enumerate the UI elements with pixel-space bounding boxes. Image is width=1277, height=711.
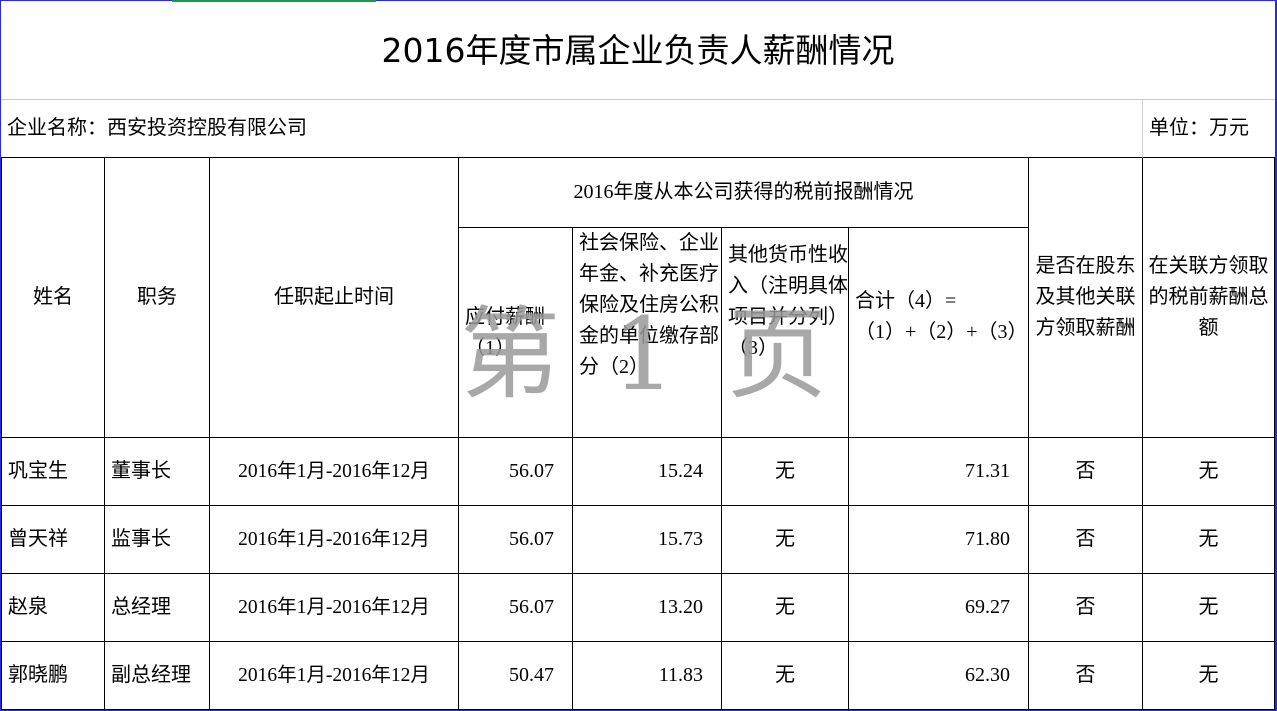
cell-name[interactable]: 巩宝生 [1, 438, 105, 506]
header-total[interactable]: 合计（4）=（1）+（2）+（3） [849, 228, 1029, 438]
cell-insurance[interactable]: 11.83 [573, 642, 722, 710]
cell-other[interactable]: 无 [722, 642, 849, 710]
cell-related-total[interactable]: 无 [1143, 642, 1275, 710]
cell-insurance[interactable]: 15.73 [573, 506, 722, 574]
header-salary[interactable]: 应付薪酬（1） [459, 228, 573, 438]
header-related-total[interactable]: 在关联方领取的税前薪酬总额 [1143, 158, 1275, 438]
cell-position[interactable]: 副总经理 [105, 642, 210, 710]
cell-name[interactable]: 赵泉 [1, 574, 105, 642]
header-name[interactable]: 姓名 [1, 158, 105, 438]
cell-shareholder[interactable]: 否 [1029, 642, 1143, 710]
cell-term[interactable]: 2016年1月-2016年12月 [210, 506, 459, 574]
header-shareholder[interactable]: 是否在股东及其他关联方领取薪酬 [1029, 158, 1143, 438]
header-insurance[interactable]: 社会保险、企业年金、补充医疗保险及住房公积金的单位缴存部分（2） [573, 228, 722, 438]
header-term[interactable]: 任职起止时间 [210, 158, 459, 438]
cell-insurance[interactable]: 15.24 [573, 438, 722, 506]
cell-shareholder[interactable]: 否 [1029, 506, 1143, 574]
cell-shareholder[interactable]: 否 [1029, 574, 1143, 642]
cell-insurance[interactable]: 13.20 [573, 574, 722, 642]
cell-other[interactable]: 无 [722, 506, 849, 574]
cell-related-total[interactable]: 无 [1143, 574, 1275, 642]
header-position[interactable]: 职务 [105, 158, 210, 438]
cell-name[interactable]: 曾天祥 [1, 506, 105, 574]
active-cell-indicator [172, 0, 376, 2]
unit-cell[interactable]: 单位：万元 [1143, 100, 1275, 158]
cell-related-total[interactable]: 无 [1143, 438, 1275, 506]
cell-related-total[interactable]: 无 [1143, 506, 1275, 574]
cell-total[interactable]: 62.30 [849, 642, 1029, 710]
cell-salary[interactable]: 56.07 [459, 574, 573, 642]
cell-term[interactable]: 2016年1月-2016年12月 [210, 642, 459, 710]
cell-position[interactable]: 总经理 [105, 574, 210, 642]
cell-shareholder[interactable]: 否 [1029, 438, 1143, 506]
page-title: 2016年度市属企业负责人薪酬情况 [1, 1, 1275, 100]
cell-name[interactable]: 郭晓鹏 [1, 642, 105, 710]
cell-salary[interactable]: 50.47 [459, 642, 573, 710]
cell-position[interactable]: 监事长 [105, 506, 210, 574]
cell-other[interactable]: 无 [722, 438, 849, 506]
cell-term[interactable]: 2016年1月-2016年12月 [210, 438, 459, 506]
cell-total[interactable]: 71.80 [849, 506, 1029, 574]
company-name-cell[interactable]: 企业名称：西安投资控股有限公司 [1, 100, 1143, 158]
cell-term[interactable]: 2016年1月-2016年12月 [210, 574, 459, 642]
cell-other[interactable]: 无 [722, 574, 849, 642]
header-pretax-group[interactable]: 2016年度从本公司获得的税前报酬情况 [459, 158, 1029, 228]
cell-salary[interactable]: 56.07 [459, 506, 573, 574]
cell-position[interactable]: 董事长 [105, 438, 210, 506]
header-other-income[interactable]: 其他货币性收入（注明具体项目并分列）（3） [722, 228, 849, 438]
cell-total[interactable]: 69.27 [849, 574, 1029, 642]
cell-salary[interactable]: 56.07 [459, 438, 573, 506]
cell-total[interactable]: 71.31 [849, 438, 1029, 506]
